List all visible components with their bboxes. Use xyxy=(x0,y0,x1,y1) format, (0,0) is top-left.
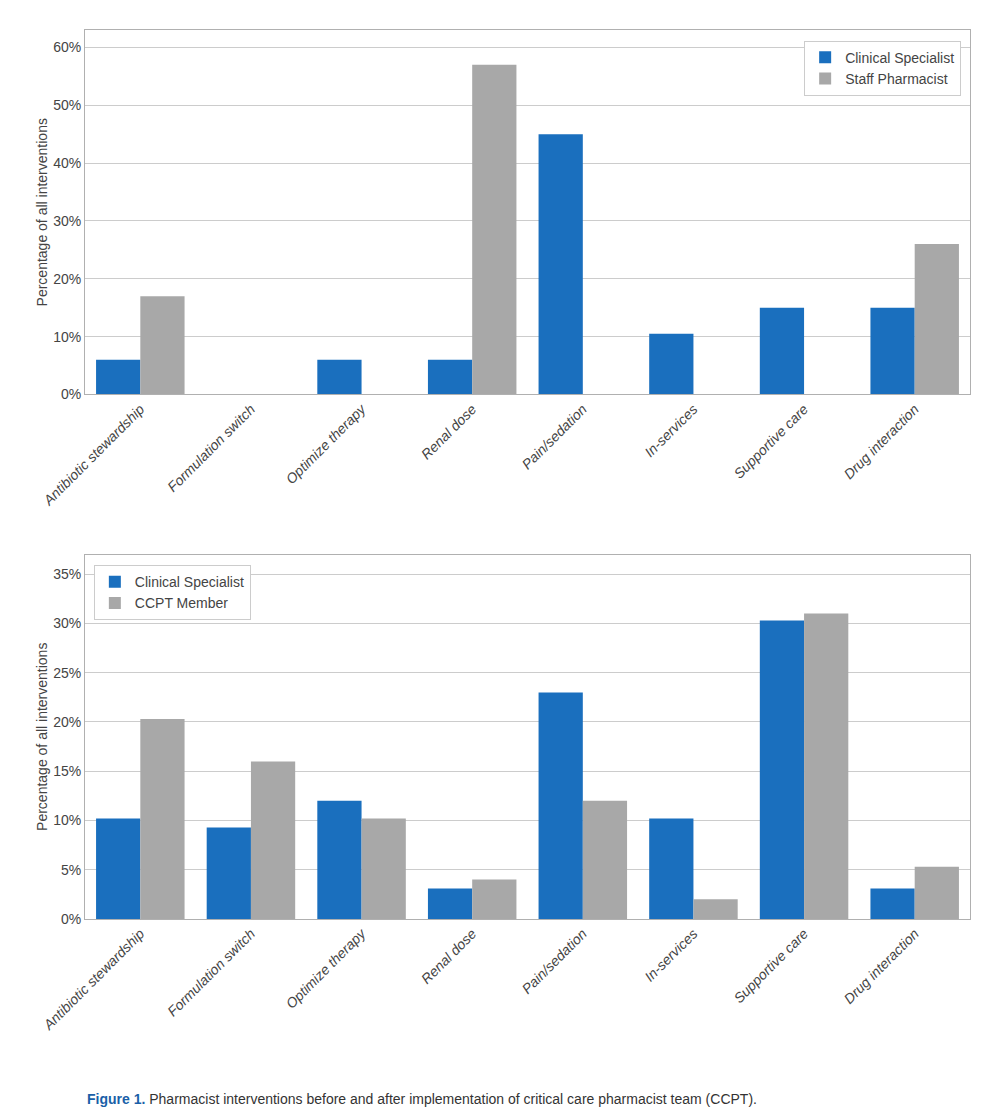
svg-text:10%: 10% xyxy=(53,812,81,828)
svg-text:Formulation switch: Formulation switch xyxy=(164,401,258,495)
svg-text:40%: 40% xyxy=(53,155,81,171)
svg-text:Supportive care: Supportive care xyxy=(730,401,811,482)
svg-text:Antibiotic stewardship: Antibiotic stewardship xyxy=(40,925,148,1033)
svg-text:Percentage of all intervention: Percentage of all interventions xyxy=(34,118,50,306)
svg-text:Optimize therapy: Optimize therapy xyxy=(282,400,369,487)
svg-text:Clinical Specialist: Clinical Specialist xyxy=(135,574,244,590)
svg-text:Optimize therapy: Optimize therapy xyxy=(282,925,369,1012)
svg-text:CCPT Member: CCPT Member xyxy=(135,595,228,611)
svg-text:30%: 30% xyxy=(53,213,81,229)
svg-text:20%: 20% xyxy=(53,271,81,287)
svg-text:Antibiotic stewardship: Antibiotic stewardship xyxy=(40,401,148,509)
svg-text:Drug interaction: Drug interaction xyxy=(841,925,922,1006)
svg-text:Drug interaction: Drug interaction xyxy=(841,401,922,482)
svg-text:0%: 0% xyxy=(61,911,81,927)
svg-text:35%: 35% xyxy=(53,566,81,582)
svg-text:20%: 20% xyxy=(53,714,81,730)
svg-text:Staff Pharmacist: Staff Pharmacist xyxy=(845,71,948,87)
svg-text:0%: 0% xyxy=(61,386,81,402)
svg-text:Pain/sedation: Pain/sedation xyxy=(519,401,590,472)
svg-text:Figure 1. Pharmacist intervent: Figure 1. Pharmacist interventions befor… xyxy=(87,1091,757,1107)
svg-text:10%: 10% xyxy=(53,329,81,345)
svg-text:5%: 5% xyxy=(61,862,81,878)
svg-text:Renal dose: Renal dose xyxy=(418,925,480,987)
svg-text:Percentage of all intervention: Percentage of all interventions xyxy=(34,643,50,831)
svg-text:Supportive care: Supportive care xyxy=(730,925,811,1006)
svg-text:Renal dose: Renal dose xyxy=(418,401,480,463)
svg-text:In-services: In-services xyxy=(641,401,700,460)
svg-text:Clinical Specialist: Clinical Specialist xyxy=(845,50,954,66)
svg-text:15%: 15% xyxy=(53,763,81,779)
svg-text:50%: 50% xyxy=(53,97,81,113)
svg-text:Formulation switch: Formulation switch xyxy=(164,925,258,1019)
svg-text:30%: 30% xyxy=(53,615,81,631)
svg-text:Pain/sedation: Pain/sedation xyxy=(519,925,590,996)
svg-text:60%: 60% xyxy=(53,39,81,55)
svg-text:25%: 25% xyxy=(53,665,81,681)
svg-text:In-services: In-services xyxy=(641,926,700,985)
